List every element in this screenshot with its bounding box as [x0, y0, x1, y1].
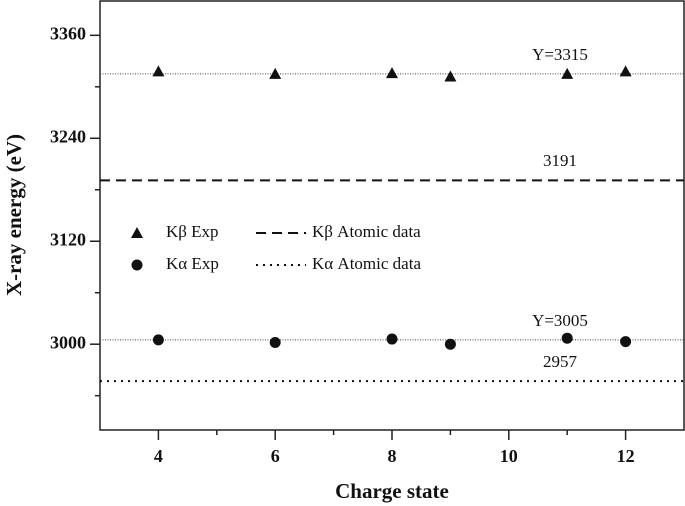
point [386, 333, 398, 345]
point [619, 65, 632, 77]
point [152, 65, 165, 77]
point [444, 70, 457, 82]
legend-label: Kβ Exp [166, 222, 219, 241]
x-axis-label: Charge state [335, 479, 449, 503]
point [561, 67, 574, 79]
legend-label: Kα Exp [166, 254, 219, 273]
y-tick-label: 3120 [50, 229, 86, 249]
point [152, 334, 164, 346]
x-tick-label: 8 [388, 446, 397, 466]
legend-label: Kα Atomic data [312, 254, 421, 273]
legend-marker [131, 259, 143, 271]
y-tick-label: 3240 [50, 126, 86, 146]
point [620, 336, 632, 348]
point [386, 67, 398, 79]
reference-label: Y=3315 [532, 45, 588, 64]
reference-label: 3191 [543, 151, 577, 170]
x-tick-label: 12 [617, 446, 635, 466]
plot-frame [99, 0, 685, 431]
legend-marker [131, 227, 143, 238]
legend-label: Kβ Atomic data [312, 222, 421, 241]
y-axis-label: X-ray energy (eV) [2, 134, 26, 296]
point [561, 332, 573, 344]
y-tick-label: 3360 [50, 23, 86, 43]
x-tick-label: 4 [154, 446, 163, 466]
point [269, 67, 282, 79]
point [269, 336, 281, 348]
point [444, 338, 456, 350]
reference-label: 2957 [543, 352, 578, 371]
y-tick-label: 3000 [50, 332, 86, 352]
x-tick-label: 10 [500, 446, 518, 466]
reference-label: Y=3005 [532, 311, 588, 330]
x-tick-label: 6 [271, 446, 280, 466]
